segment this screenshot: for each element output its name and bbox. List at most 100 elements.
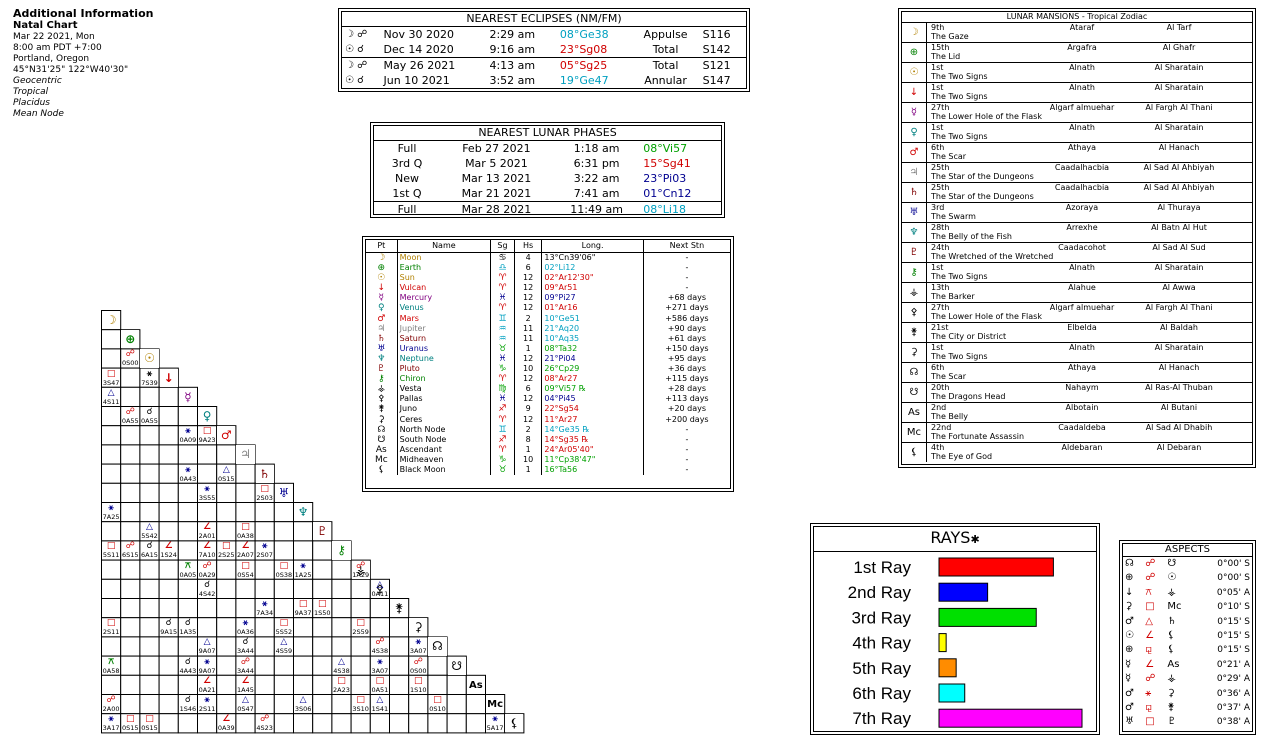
grid-aspect: △ 4S38	[332, 657, 350, 675]
lunar-phase-name: 3rd Q	[391, 157, 423, 170]
mansion-arabic: Al Hanach	[1158, 363, 1200, 372]
grid-aspect-orb: 2S11	[102, 628, 120, 637]
grid-cell	[158, 674, 179, 695]
planet-glyph: ↓	[377, 283, 386, 294]
grid-cell	[101, 425, 122, 446]
aspect-symbol: ⚹	[1145, 687, 1152, 699]
planet-name: Mercury	[396, 293, 491, 304]
aspect-row: ☉ ∠ ⚸ 0°15' S	[1123, 629, 1252, 643]
eclipse-date: May 26 2021	[383, 59, 456, 72]
planet-sign: ♈	[490, 414, 515, 425]
grid-aspect: ∠ 0A39	[217, 715, 235, 733]
grid-cell	[158, 521, 179, 542]
planet-glyph: ☉	[377, 273, 386, 284]
planet-longitude: 08°Ar27	[541, 374, 644, 385]
grid-cell	[350, 578, 371, 599]
grid-cell	[216, 674, 237, 695]
grid-cell	[331, 713, 352, 734]
grid-aspect-symbol: △	[280, 637, 288, 648]
grid-aspect-orb: 0A09	[179, 436, 197, 445]
planet-house: 6	[513, 384, 542, 395]
info-line: Mar 22 2021, Mon	[13, 32, 95, 42]
mansion-arabic: Al Tarf	[1166, 23, 1192, 32]
planet-sign: ♈	[490, 444, 515, 455]
aspect-symbol: △	[1145, 615, 1153, 627]
grid-aspect-orb: 0S38	[275, 570, 293, 579]
grid-glyph: ☉	[140, 349, 159, 368]
eclipse-position: 19°Ge47	[559, 74, 609, 87]
grid-aspect: ∠ 0A21	[198, 676, 216, 694]
aspect-row: ☊ ☍ ☋ 0°00' S	[1123, 557, 1252, 571]
grid-cell	[120, 578, 141, 599]
grid-cell	[408, 713, 429, 734]
grid-cell	[120, 674, 141, 695]
grid-cell	[197, 713, 218, 734]
mansion-glyph: ♃	[902, 163, 927, 182]
planet-row: ♂ Mars ♊ 2 10°Ge51 +586 days	[366, 313, 730, 324]
grid-aspect-symbol: ☍	[375, 637, 385, 648]
grid-aspect-orb: 1S46	[179, 705, 197, 713]
grid-aspect-orb: 0S00	[122, 359, 139, 368]
planet-next-station: +61 days	[642, 333, 730, 344]
grid-cell	[101, 329, 122, 350]
grid-glyph: ♄	[255, 464, 274, 483]
grid-aspect: △ 4S11	[102, 388, 120, 406]
grid-aspect-orb: 4S23	[256, 724, 273, 733]
grid-cell	[312, 559, 333, 580]
planet-name: Venus	[396, 303, 491, 314]
mansion-name: Argafra	[1067, 43, 1097, 52]
mansion-glyph: ⊕	[902, 43, 927, 62]
mansion-number: 13th	[931, 283, 950, 292]
grid-aspect-orb: 9A15	[160, 628, 178, 637]
grid-cell	[120, 655, 141, 676]
planet-longitude: 01°Ar16	[541, 303, 644, 314]
grid-glyph: ♆	[294, 503, 313, 522]
eclipse-row: ☽ ☍ May 26 2021 4:13 am 05°Sg25 Total S121	[342, 58, 746, 74]
mansion-number: 25th	[931, 163, 950, 172]
grid-aspect: ☌ 0A55	[140, 408, 158, 426]
grid-aspect: ☍ 0A55	[121, 408, 139, 426]
info-option: Geocentric	[13, 76, 62, 86]
grid-aspect-symbol: □	[106, 618, 116, 629]
grid-aspect: □ 0S54	[236, 561, 254, 579]
grid-aspect-orb: 0A51	[371, 685, 389, 694]
grid-cell	[120, 463, 141, 484]
grid-cell	[312, 674, 333, 695]
grid-aspect-orb: 6S15	[122, 551, 139, 560]
grid-cell	[273, 674, 295, 695]
lunar-phase-name: New	[395, 172, 419, 185]
aspect-body-a: ⊕	[1125, 644, 1134, 656]
mansion-arabic: Al Awwa	[1162, 283, 1196, 292]
grid-aspect: ⚹ 9A07	[198, 657, 216, 675]
mansion-name: Arrexhe	[1066, 223, 1098, 232]
grid-cell	[446, 674, 467, 695]
grid-cell	[139, 655, 160, 676]
mansion-description: The Star of the Dungeons	[931, 192, 1034, 201]
grid-aspect-orb: 2S25	[218, 551, 235, 560]
grid-aspect: ⚹ 0A43	[179, 465, 197, 483]
rays-title: RAYS✱	[814, 527, 1096, 552]
mansion-name: Albotain	[1065, 403, 1099, 412]
grid-cell	[389, 617, 410, 638]
planet-row: ☊ North Node ♊ 2 14°Ge35 ℞ -	[366, 424, 730, 435]
eclipse-type: Total	[652, 43, 679, 56]
ray-bar	[938, 557, 1054, 577]
mansion-row: ♆ 28th Arrexhe Al Batn Al Hut The Belly of t…	[902, 223, 1252, 243]
planet-next-station: +95 days	[642, 353, 730, 365]
planet-longitude: 16°Ta56	[541, 464, 644, 476]
grid-aspect-orb: 4S42	[198, 589, 216, 598]
grid-aspect-symbol: △	[299, 695, 307, 705]
grid-cell	[427, 655, 448, 676]
grid-cell	[139, 425, 160, 446]
grid-aspect-symbol: ☍	[106, 695, 116, 705]
ray-label: 5th Ray	[852, 659, 911, 678]
aspect-row: ♂ ⚹ ⚳ 0°36' A	[1123, 687, 1252, 701]
grid-glyph: ♂	[217, 426, 236, 445]
grid-aspect-symbol: △	[222, 464, 230, 475]
grid-cell	[235, 463, 256, 484]
mansion-name: Caadalhacbia	[1054, 183, 1110, 192]
mansion-name: Elbelda	[1067, 323, 1097, 332]
grid-aspect-symbol: ☌	[184, 656, 191, 667]
grid-aspect: ⚹ 1A25	[294, 561, 312, 579]
eclipse-row: ☉ ☌ Dec 14 2020 9:16 am 23°Sg08 Total S142	[342, 42, 746, 58]
